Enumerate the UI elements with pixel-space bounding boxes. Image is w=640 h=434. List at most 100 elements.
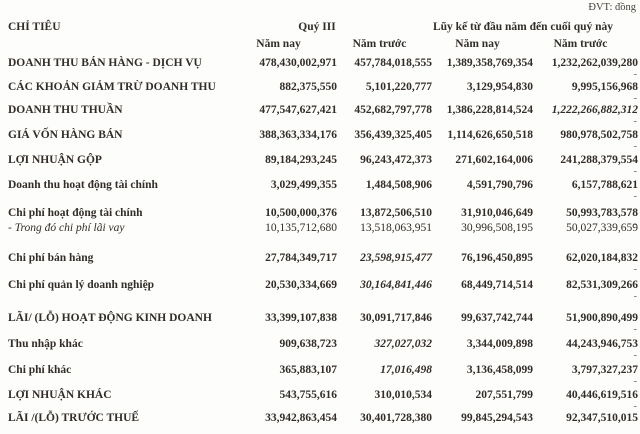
table-row: Chi phí khác 365,883,107 17,016,498 3,136,4… [0, 363, 640, 387]
row-label: DOANH THU BÁN HÀNG - DỊCH VỤ [8, 57, 202, 69]
trailing-dash: - [633, 93, 637, 104]
row-value: 17,016,498 [380, 364, 432, 376]
row-value: 388,363,334,176 [259, 129, 337, 141]
row-label: DOANH THU THUẦN [8, 104, 123, 116]
table-row: LÃI/ (LỖ) HOẠT ĐỘNG KINH DOANH 33,399,107… [0, 311, 640, 335]
row-value: 241,288,379,554 [560, 154, 638, 166]
row-value: 31,910,046,649 [461, 207, 533, 219]
trailing-dash: - [633, 141, 637, 152]
row-value: 543,755,616 [279, 389, 338, 401]
row-label: GIÁ VỐN HÀNG BÁN [8, 129, 123, 141]
trailing-dash: - [633, 219, 637, 230]
trailing-dash: - [633, 166, 637, 177]
row-value: 3,029,499,355 [270, 179, 337, 191]
subcol-ytd-this-year: Năm nay [455, 38, 500, 50]
row-value: 62,020,184,832 [566, 252, 638, 264]
row-value: 68,449,714,514 [461, 279, 533, 291]
row-value: 452,682,797,778 [354, 104, 432, 116]
table-row: Chi phí bán hàng 27,784,349,717 23,598,915… [0, 251, 640, 275]
row-value: 478,430,002,971 [259, 57, 337, 69]
row-value: 3,344,009,898 [466, 338, 533, 350]
table-row: DOANH THU THUẦN 477,547,627,421 452,682,79… [0, 103, 640, 127]
column-header-item: CHỈ TIÊU [8, 21, 61, 33]
row-label: Thu nhập khác [8, 338, 83, 350]
row-label: LÃI /(LỖ) TRƯỚC THUẾ [8, 412, 140, 424]
row-value: 33,399,107,838 [265, 312, 337, 324]
row-label: - Trong đó chi phí lãi vay [8, 222, 125, 234]
trailing-dash: - [633, 69, 637, 80]
row-value: 76,196,450,895 [461, 252, 533, 264]
row-value: 33,942,863,454 [265, 412, 337, 424]
row-label: Doanh thu hoạt động tài chính [8, 179, 158, 191]
row-label: Chi phí khác [8, 364, 72, 376]
table-row: DOANH THU BÁN HÀNG - DỊCH VỤ 478,430,002,… [0, 56, 640, 80]
trailing-dash: - [633, 401, 637, 412]
row-label: LỢI NHUẬN KHÁC [8, 389, 112, 401]
row-value: 3,129,954,830 [466, 81, 533, 93]
row-value: 82,531,309,266 [566, 279, 638, 291]
table-row: Chi phí quản lý doanh nghiệp 20,530,334,6… [0, 278, 640, 302]
row-value: 30,164,841,446 [360, 279, 432, 291]
row-value: 50,993,783,578 [566, 207, 638, 219]
row-label: Chi phí quản lý doanh nghiệp [8, 279, 155, 291]
row-value: 1,484,508,906 [365, 179, 432, 191]
row-value: 20,530,334,669 [265, 279, 337, 291]
table-header-groups: CHỈ TIÊU Quý III Lũy kế từ đầu năm đến c… [0, 20, 640, 35]
table-row: GIÁ VỐN HÀNG BÁN 388,363,334,176 356,439,3… [0, 128, 640, 152]
trailing-dash: - [633, 116, 637, 127]
row-value: 99,845,294,543 [461, 412, 533, 424]
row-value: 44,243,946,753 [566, 338, 638, 350]
row-value: 909,638,723 [279, 338, 338, 350]
row-value: 30,401,728,380 [360, 412, 432, 424]
row-value: 882,375,550 [279, 81, 338, 93]
subcol-q3-last-year: Năm trước [352, 38, 407, 50]
row-value: 40,446,619,516 [566, 389, 638, 401]
row-value: 207,551,799 [475, 389, 534, 401]
row-value: 13,872,506,510 [360, 207, 432, 219]
row-value: 96,243,472,373 [360, 154, 432, 166]
row-label: LỢI NHUẬN GỘP [8, 154, 102, 166]
row-value: 89,184,293,245 [265, 154, 337, 166]
row-value: 51,900,890,499 [566, 312, 638, 324]
column-group-quarter: Quý III [298, 21, 336, 33]
row-value: 30,091,717,846 [360, 312, 432, 324]
table-header-subcolumns: Năm nay Năm trước Năm nay Năm trước [0, 37, 640, 52]
row-label: CÁC KHOẢN GIẢM TRỪ DOANH THU [8, 81, 216, 93]
row-value: 271,602,164,006 [455, 154, 533, 166]
row-value: 23,598,915,477 [360, 252, 432, 264]
table-row: LÃI /(LỖ) TRƯỚC THUẾ 33,942,863,454 30,401… [0, 411, 640, 426]
table-rows: DOANH THU BÁN HÀNG - DỊCH VỤ 478,430,002,… [0, 56, 640, 426]
row-value: 9,995,156,968 [571, 81, 638, 93]
row-value: 1,386,228,814,524 [446, 104, 533, 116]
row-value: 92,347,510,015 [566, 412, 638, 424]
trailing-dash: - [633, 350, 637, 361]
table-row: CÁC KHOẢN GIẢM TRỪ DOANH THU 882,375,550 5… [0, 80, 640, 104]
column-group-ytd: Lũy kế từ đầu năm đến cuối quý này [432, 21, 614, 33]
row-value: 477,547,627,421 [259, 104, 337, 116]
trailing-dash: - [633, 324, 637, 335]
row-value: 356,439,325,405 [354, 129, 432, 141]
row-value: 5,101,220,777 [365, 81, 432, 93]
row-label: Chi phí hoạt động tài chính [8, 207, 143, 219]
row-value: 10,135,712,680 [265, 222, 337, 234]
row-value: 1,222,266,882,312 [551, 104, 638, 116]
row-value: 1,389,358,769,354 [446, 57, 533, 69]
table-row: LỢI NHUẬN GỘP 89,184,293,245 96,243,472,37… [0, 153, 640, 177]
table-row: - Trong đó chi phí lãi vay 10,135,712,680… [0, 221, 640, 236]
row-value: 3,797,327,237 [571, 364, 638, 376]
table-row: Thu nhập khác 909,638,723 327,027,032 3,344… [0, 337, 640, 361]
subcol-q3-this-year: Năm nay [256, 38, 301, 50]
row-value: 980,978,502,758 [560, 129, 638, 141]
row-label: Chi phí bán hàng [8, 252, 94, 264]
table-row: LỢI NHUẬN KHÁC 543,755,616 310,010,534 207,… [0, 388, 640, 412]
row-value: 99,637,742,744 [461, 312, 533, 324]
subcol-ytd-last-year: Năm trước [553, 38, 608, 50]
trailing-dash: - [633, 264, 637, 275]
trailing-dash: - [633, 376, 637, 387]
row-value: 327,027,032 [374, 338, 433, 350]
row-value: 3,136,458,099 [466, 364, 533, 376]
row-value: 6,157,788,621 [571, 179, 638, 191]
row-value: 310,010,534 [374, 389, 433, 401]
row-value: 27,784,349,717 [265, 252, 337, 264]
